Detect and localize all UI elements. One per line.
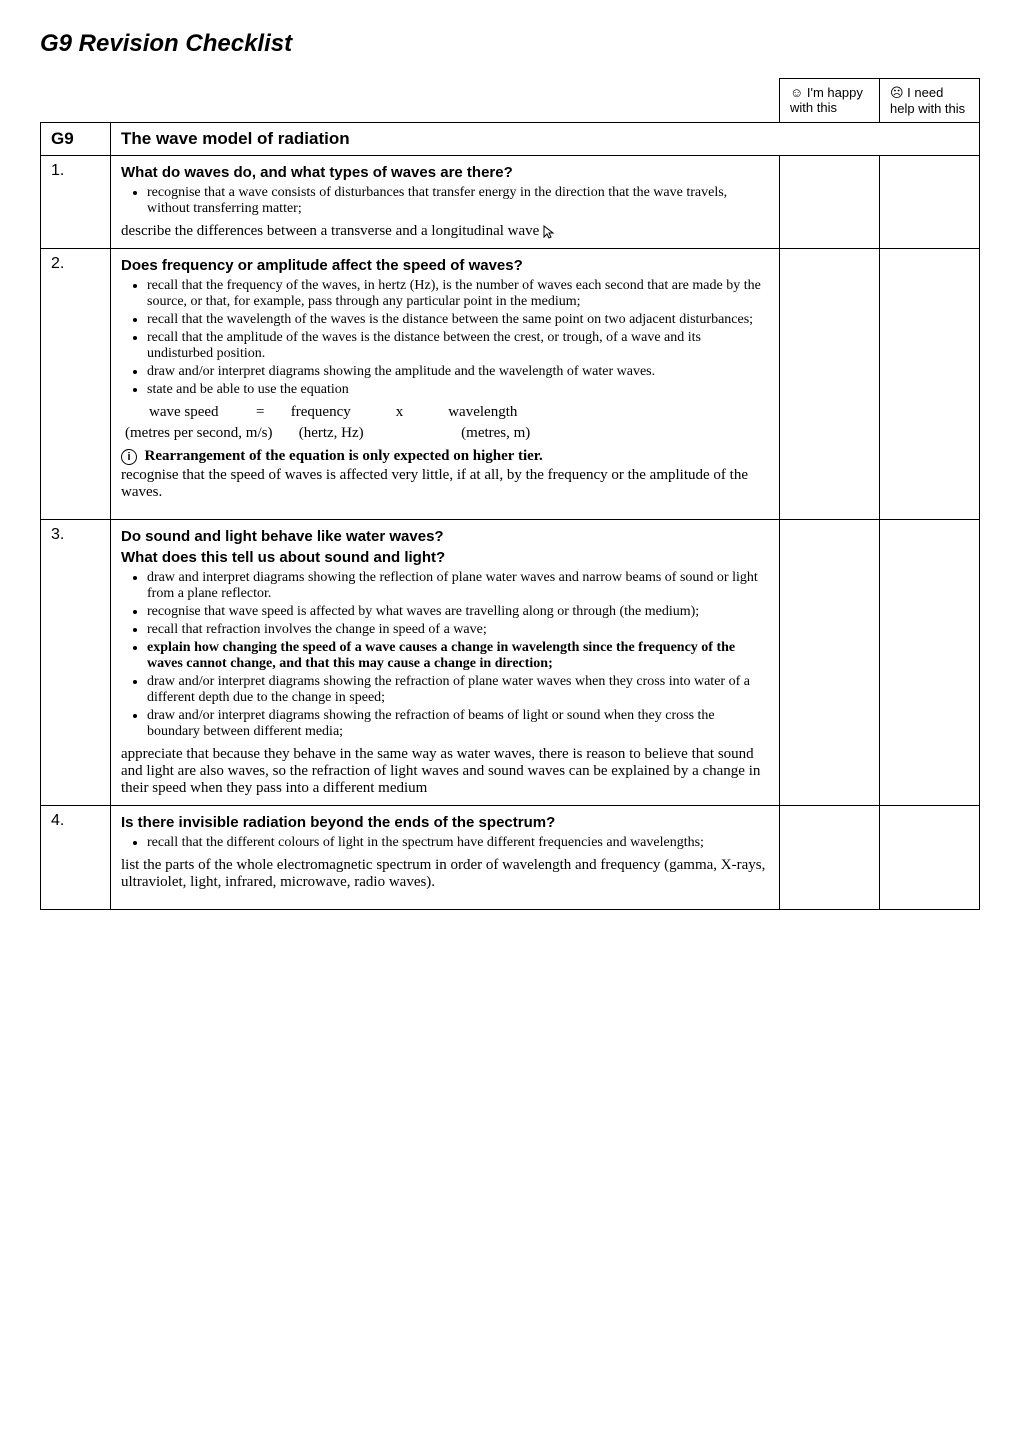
list-item: draw and interpret diagrams showing the … <box>147 570 769 602</box>
list-item: explain how changing the speed of a wave… <box>147 640 769 672</box>
empty-cell <box>41 79 111 123</box>
equation-line: wave speed = frequency x wavelength <box>149 404 769 421</box>
row-content: What do waves do, and what types of wave… <box>111 156 780 249</box>
list-item: recall that refraction involves the chan… <box>147 622 769 638</box>
trailing-text: list the parts of the whole electromagne… <box>121 857 769 891</box>
header-row: ☺ I'm happy with this ☹ I need help with… <box>41 79 980 123</box>
happy-cell[interactable] <box>780 520 880 806</box>
trailing-text-span: describe the differences between a trans… <box>121 223 539 239</box>
list-item: recall that the frequency of the waves, … <box>147 278 769 310</box>
row-number: 3. <box>41 520 111 806</box>
section-code: G9 <box>41 123 111 156</box>
list-item: recall that the amplitude of the waves i… <box>147 330 769 362</box>
info-text: Rearrangement of the equation is only ex… <box>145 448 543 464</box>
section-header-row: G9 The wave model of radiation <box>41 123 980 156</box>
bullet-list: draw and interpret diagrams showing the … <box>121 570 769 740</box>
bullet-list: recall that the frequency of the waves, … <box>121 278 769 398</box>
happy-cell[interactable] <box>780 249 880 520</box>
row-number: 4. <box>41 806 111 910</box>
happy-cell[interactable] <box>780 156 880 249</box>
question-heading: Does frequency or amplitude affect the s… <box>121 257 769 274</box>
list-item: recall that the wavelength of the waves … <box>147 312 769 328</box>
question-heading: Is there invisible radiation beyond the … <box>121 814 769 831</box>
table-row: 2. Does frequency or amplitude affect th… <box>41 249 980 520</box>
question-heading: What do waves do, and what types of wave… <box>121 164 769 181</box>
list-item: recall that the different colours of lig… <box>147 835 769 851</box>
empty-cell <box>111 79 780 123</box>
list-item: recognise that wave speed is affected by… <box>147 604 769 620</box>
cursor-icon <box>543 225 554 239</box>
table-row: 3. Do sound and light behave like water … <box>41 520 980 806</box>
bullet-list: recall that the different colours of lig… <box>121 835 769 851</box>
row-number: 1. <box>41 156 111 249</box>
table-row: 1. What do waves do, and what types of w… <box>41 156 980 249</box>
need-cell[interactable] <box>880 520 980 806</box>
info-icon: i <box>121 449 137 465</box>
info-line: i Rearrangement of the equation is only … <box>121 448 769 465</box>
question-heading: Do sound and light behave like water wav… <box>121 528 769 545</box>
equation-units-line: (metres per second, m/s) (hertz, Hz) (me… <box>125 425 769 442</box>
spacer <box>121 503 769 513</box>
need-header: ☹ I need help with this <box>880 79 980 123</box>
page-title: G9 Revision Checklist <box>40 30 980 58</box>
trailing-text: recognise that the speed of waves is aff… <box>121 467 769 501</box>
row-content: Is there invisible radiation beyond the … <box>111 806 780 910</box>
row-content: Do sound and light behave like water wav… <box>111 520 780 806</box>
row-content: Does frequency or amplitude affect the s… <box>111 249 780 520</box>
list-item: draw and/or interpret diagrams showing t… <box>147 364 769 380</box>
happy-header: ☺ I'm happy with this <box>780 79 880 123</box>
spacer <box>121 893 769 903</box>
table-row: 4. Is there invisible radiation beyond t… <box>41 806 980 910</box>
list-item: recognise that a wave consists of distur… <box>147 185 769 217</box>
question-heading: What does this tell us about sound and l… <box>121 549 769 566</box>
list-item: draw and/or interpret diagrams showing t… <box>147 674 769 706</box>
trailing-text: appreciate that because they behave in t… <box>121 746 769 797</box>
bullet-list: recognise that a wave consists of distur… <box>121 185 769 217</box>
need-cell[interactable] <box>880 806 980 910</box>
list-item: state and be able to use the equation <box>147 382 769 398</box>
trailing-text: describe the differences between a trans… <box>121 223 769 240</box>
need-cell[interactable] <box>880 156 980 249</box>
need-cell[interactable] <box>880 249 980 520</box>
checklist-table: ☺ I'm happy with this ☹ I need help with… <box>40 78 980 910</box>
happy-cell[interactable] <box>780 806 880 910</box>
section-title: The wave model of radiation <box>111 123 980 156</box>
list-item: draw and/or interpret diagrams showing t… <box>147 708 769 740</box>
row-number: 2. <box>41 249 111 520</box>
